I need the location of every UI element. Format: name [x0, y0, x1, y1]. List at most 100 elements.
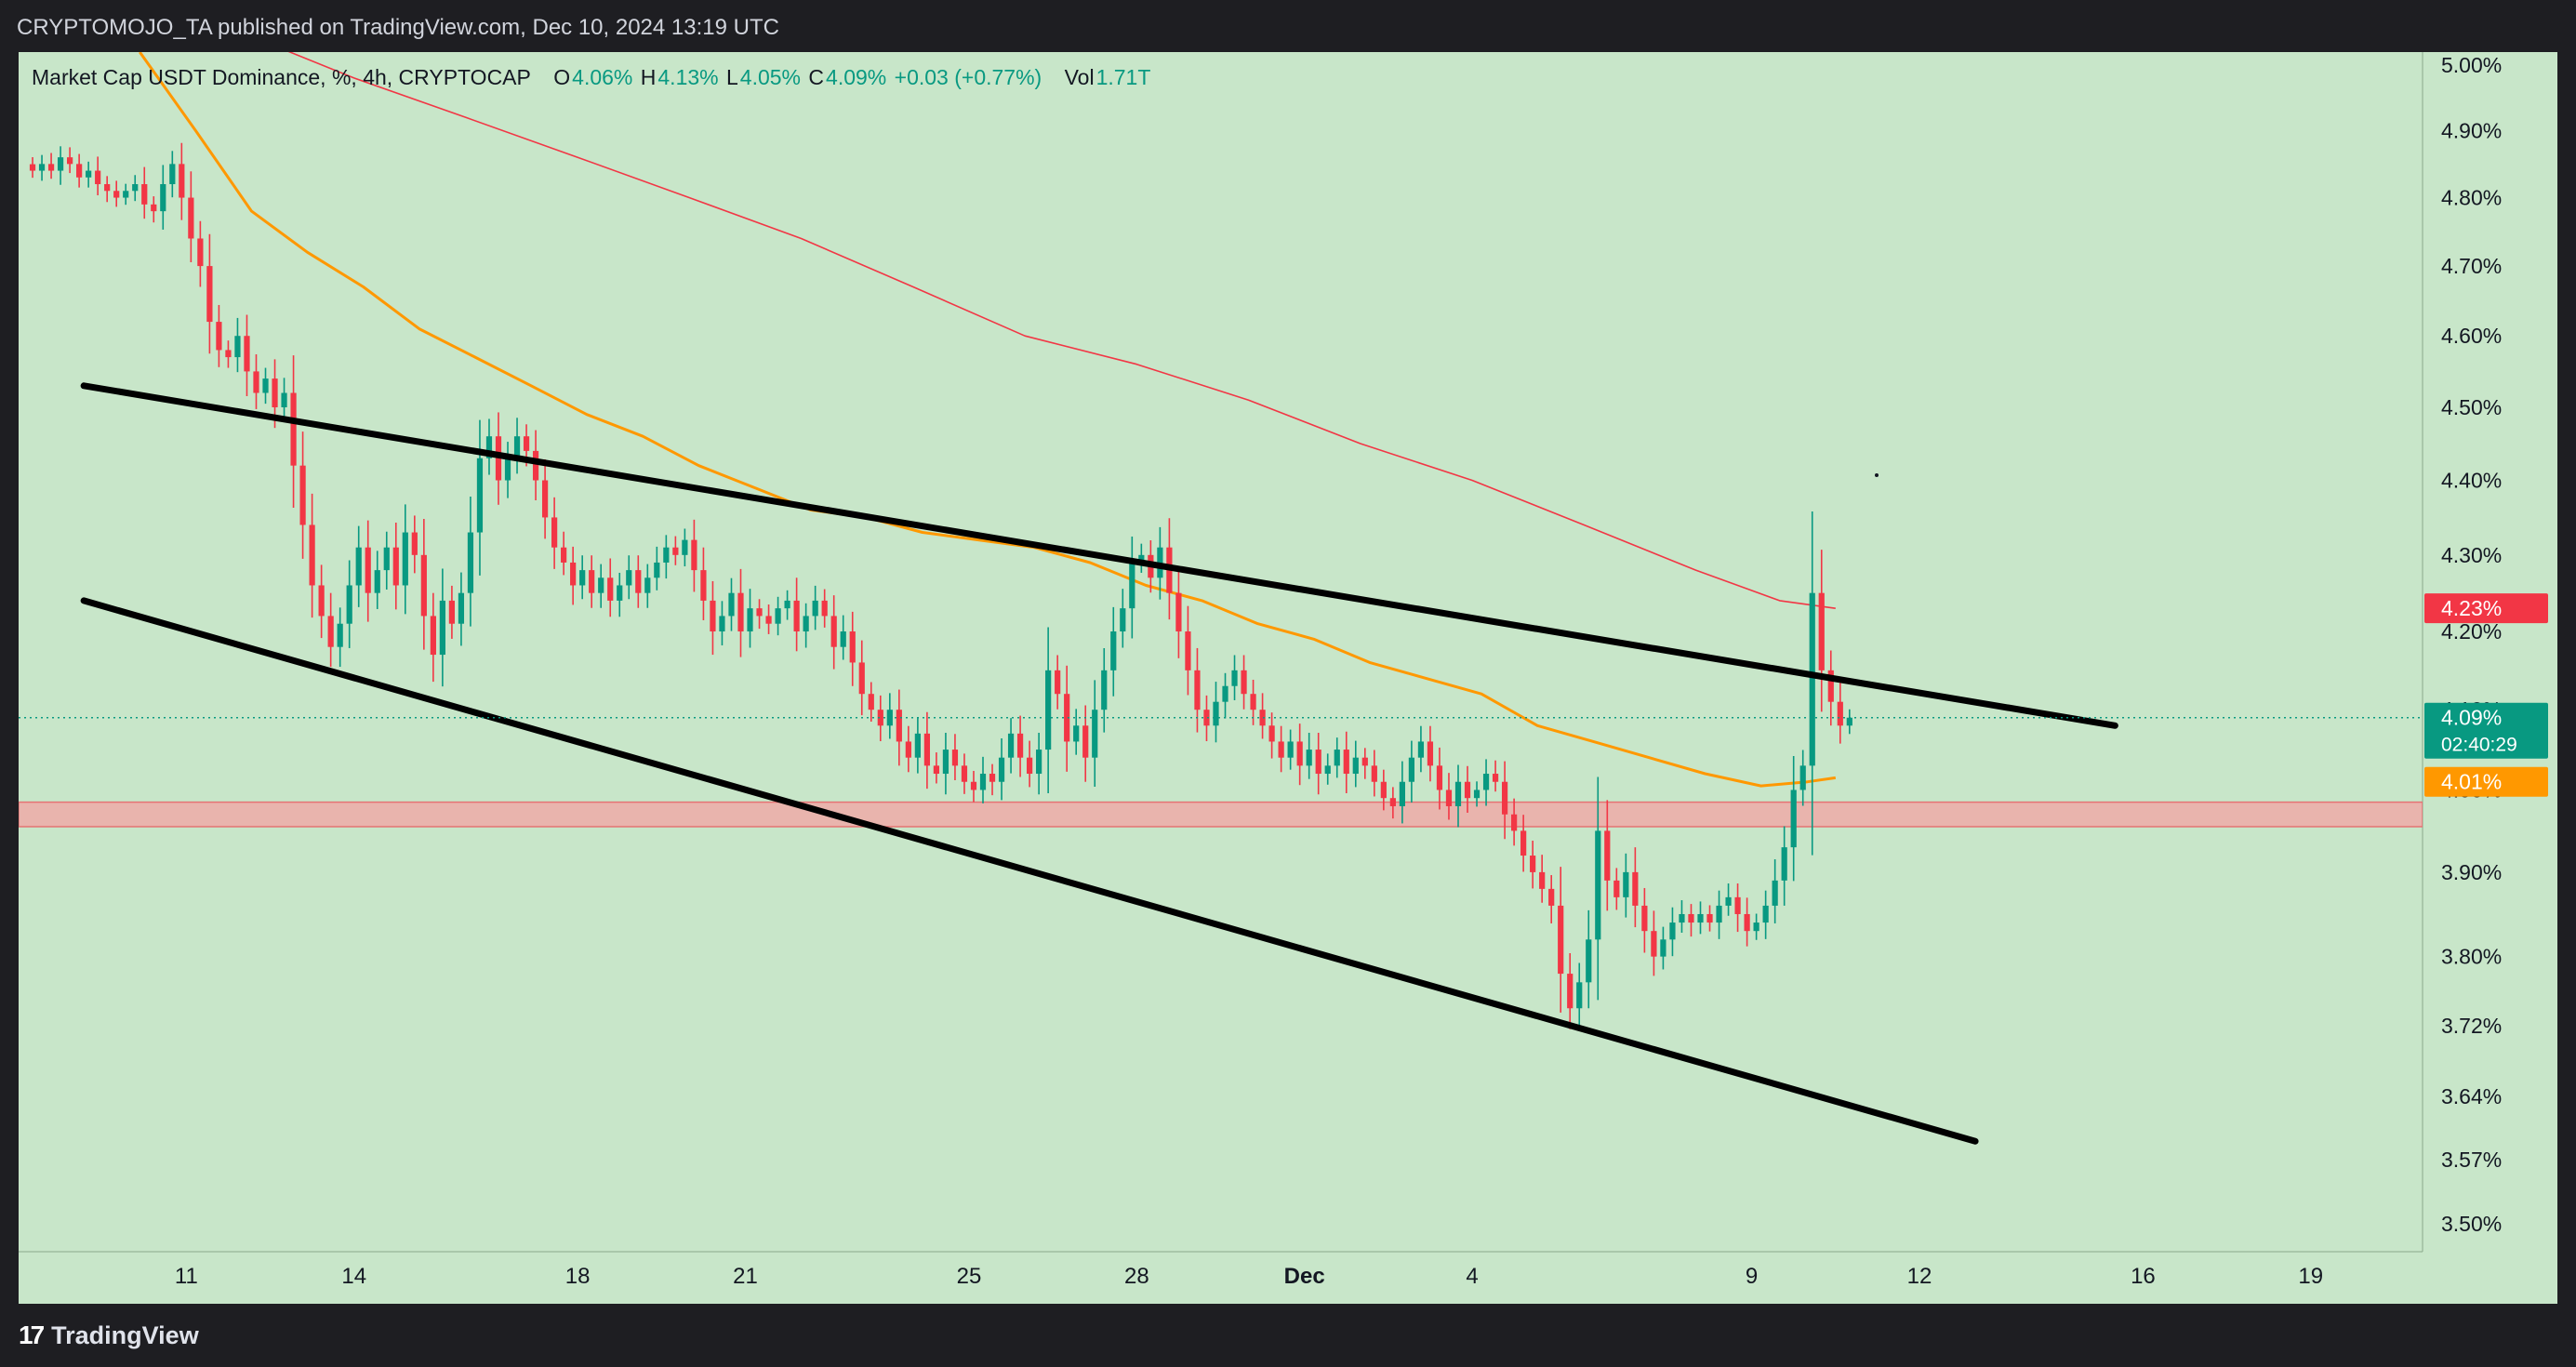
time-axis[interactable]: 11 14 18 21 25 28 Dec 4 9 12 16 19 — [175, 1264, 2323, 1289]
price-chart[interactable]: 5.00% 4.90% 4.80% 4.70% 4.60% 4.50% 4.40% 4.30%… — [0, 52, 2576, 1304]
candle-body — [1586, 939, 1592, 983]
candle-body — [598, 577, 604, 593]
candle — [989, 763, 996, 796]
candle-body — [448, 600, 456, 624]
legend-open: 4.06% — [572, 65, 633, 89]
candle — [411, 515, 418, 574]
candle — [1651, 910, 1657, 976]
candle-body — [1436, 765, 1443, 790]
candle-body — [532, 450, 539, 481]
candle — [1744, 897, 1750, 947]
candle — [654, 546, 660, 591]
candle-body — [1315, 750, 1321, 775]
candle — [1101, 647, 1108, 733]
candle-body — [374, 570, 380, 593]
candle-body — [262, 378, 269, 393]
candle-body — [160, 184, 166, 212]
candle-body — [1734, 896, 1741, 914]
price-tick-label: 3.57% — [2441, 1148, 2502, 1172]
candle — [1016, 715, 1024, 777]
candle — [830, 595, 837, 670]
candle-body — [1651, 931, 1657, 957]
candle — [1716, 890, 1722, 939]
candle — [244, 314, 250, 396]
lower-trendline[interactable] — [80, 597, 1979, 1145]
candle — [160, 165, 166, 230]
candle-body — [225, 350, 232, 358]
candle-body — [961, 765, 968, 782]
candle-body — [1827, 670, 1834, 702]
price-axis[interactable]: 5.00% 4.90% 4.80% 4.70% 4.60% 4.50% 4.40% 4.30%… — [2441, 53, 2502, 1236]
candle — [635, 555, 642, 608]
price-tick-label: 4.70% — [2441, 254, 2502, 278]
candle-body — [216, 322, 222, 351]
tradingview-brand[interactable]: TradingView — [51, 1321, 199, 1349]
trendline-layer[interactable] — [80, 382, 2118, 1145]
upper-trendline[interactable] — [80, 382, 2118, 729]
candle — [1045, 627, 1052, 793]
candle-body — [38, 164, 46, 171]
candle-body — [318, 585, 325, 617]
tradingview-logo-icon[interactable]: 17 — [19, 1321, 45, 1349]
candle — [1268, 712, 1275, 759]
candle — [383, 531, 390, 590]
candle-body — [663, 547, 670, 563]
time-tick-label: 21 — [733, 1264, 758, 1289]
candle-body — [1026, 757, 1033, 775]
candle — [374, 551, 380, 609]
legend-low: 4.05% — [739, 65, 802, 89]
candle — [355, 525, 362, 607]
candle — [1296, 723, 1303, 786]
candle — [598, 564, 604, 608]
candle-body — [1250, 694, 1256, 710]
candle — [1753, 913, 1759, 940]
price-tick-label: 4.40% — [2441, 469, 2502, 493]
legend-open-label: O — [553, 65, 571, 89]
candle-body — [979, 774, 987, 790]
candle-body — [513, 436, 521, 458]
candle — [1120, 589, 1126, 648]
candle-body — [1613, 880, 1620, 897]
ema-fast-line — [139, 52, 1837, 788]
candle-body — [309, 524, 315, 586]
candle — [1511, 798, 1518, 846]
legend-symbol[interactable]: Market Cap USDT Dominance, %, 4h, CRYPTO… — [32, 65, 531, 89]
candle-body — [1781, 847, 1787, 881]
candle-body — [840, 631, 846, 647]
candle-body — [1799, 765, 1806, 790]
candle-body — [1268, 725, 1275, 742]
candle-body — [1324, 765, 1331, 775]
price-label-tag: 4.23% — [2424, 593, 2548, 624]
candle-body — [951, 750, 959, 766]
candle — [691, 519, 697, 592]
price-axis-background — [2423, 52, 2557, 1304]
candle — [86, 161, 92, 188]
candle — [1586, 909, 1592, 1009]
candle-body — [682, 539, 688, 555]
candle-body — [775, 608, 781, 624]
candle — [1055, 655, 1061, 710]
candle-body — [970, 781, 977, 790]
candle — [803, 603, 809, 648]
time-tick-label: 9 — [1746, 1264, 1758, 1289]
candle — [57, 146, 64, 185]
candle-body — [691, 539, 697, 571]
candle — [1790, 755, 1797, 882]
legend-high: 4.13% — [657, 65, 719, 89]
candle — [923, 711, 930, 790]
candle-body — [365, 547, 371, 593]
candle-body — [151, 204, 157, 212]
candle-body — [1837, 701, 1843, 726]
candle — [1595, 776, 1601, 1001]
candle-body — [1501, 781, 1508, 815]
time-tick-label: Dec — [1284, 1264, 1325, 1289]
candle-body — [1092, 710, 1098, 758]
candle — [467, 497, 474, 627]
candle — [1185, 605, 1191, 696]
candle — [1809, 511, 1815, 856]
candle-body — [1213, 701, 1219, 726]
candle — [849, 611, 856, 686]
price-label-tag: 4.09% 02:40:29 — [2424, 702, 2548, 759]
candle — [1558, 867, 1564, 1013]
candle — [1454, 764, 1462, 828]
